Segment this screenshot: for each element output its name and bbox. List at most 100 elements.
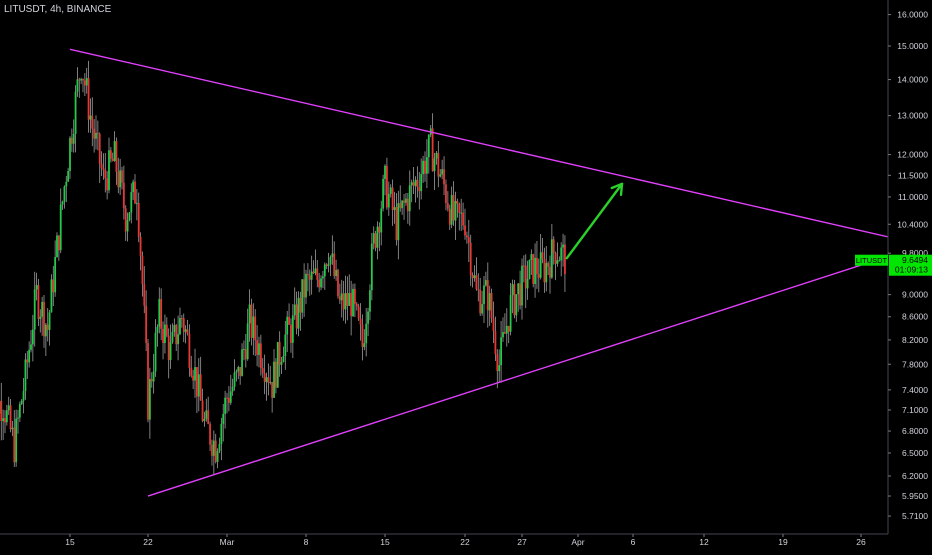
candle-body xyxy=(299,298,301,313)
candle-body xyxy=(145,306,147,343)
candle-body xyxy=(532,254,534,284)
candle-body xyxy=(358,306,360,318)
candle-body xyxy=(506,326,508,334)
candle-body xyxy=(346,293,348,306)
candle-body xyxy=(160,299,162,329)
candle-body xyxy=(228,398,230,403)
candle-body xyxy=(519,283,521,305)
candle-body xyxy=(0,401,2,421)
candle-body xyxy=(320,278,322,287)
candle-body xyxy=(515,294,517,315)
candle-body xyxy=(158,299,160,327)
candle-body xyxy=(13,428,15,462)
candle-body xyxy=(538,274,540,278)
price-tick-label: 16.0000 xyxy=(897,10,928,20)
price-tick-label: 8.2000 xyxy=(902,335,928,345)
candle-body xyxy=(247,323,249,359)
time-tick-label: 15 xyxy=(380,537,390,547)
candle-body xyxy=(26,360,28,363)
candle-body xyxy=(136,203,138,204)
candle-body xyxy=(230,391,232,402)
candle-body xyxy=(426,157,428,174)
candle-body xyxy=(460,213,462,214)
candle-body xyxy=(464,225,466,235)
candle-body xyxy=(447,203,449,209)
time-axis-background[interactable] xyxy=(0,534,888,550)
candle-body xyxy=(51,279,53,312)
candle-body xyxy=(418,187,420,191)
candle-body xyxy=(190,368,192,376)
candle-body xyxy=(138,203,140,237)
candle-body xyxy=(504,332,506,334)
candle-body xyxy=(560,248,562,261)
candle-body xyxy=(258,343,260,355)
candle-body xyxy=(43,302,45,336)
candle-body xyxy=(132,182,134,192)
candle-body xyxy=(305,274,307,298)
candle-body xyxy=(328,264,330,266)
candle-body xyxy=(403,201,405,203)
candle-body xyxy=(12,428,14,429)
candle-body xyxy=(93,129,95,139)
price-tick-label: 13.0000 xyxy=(897,111,928,121)
candle-body xyxy=(179,318,181,334)
candle-body xyxy=(8,405,10,410)
candle-body xyxy=(322,276,324,278)
candle-body xyxy=(415,180,417,186)
candle-body xyxy=(125,208,127,231)
candle-body xyxy=(453,195,455,220)
candle-body xyxy=(17,418,19,419)
candle-body xyxy=(477,289,479,290)
candle-body xyxy=(198,374,200,396)
candle-body xyxy=(279,342,281,365)
candle-body xyxy=(455,201,457,221)
symbol-title: LITUSDT, 4h, BINANCE xyxy=(4,4,111,15)
candle-body xyxy=(168,336,170,360)
candle-body xyxy=(232,387,234,392)
candle-body xyxy=(313,272,315,274)
candle-body xyxy=(527,279,529,289)
price-tick-label: 6.5000 xyxy=(902,448,928,458)
candle-body xyxy=(123,183,125,209)
candle-body xyxy=(237,367,239,371)
candle-body xyxy=(476,275,478,289)
candle-body xyxy=(281,362,283,365)
candle-body xyxy=(485,280,487,285)
candle-body xyxy=(256,340,258,355)
candle-body xyxy=(62,202,64,205)
price-tick-label: 7.8000 xyxy=(902,359,928,369)
candle-body xyxy=(185,329,187,331)
candle-body xyxy=(39,317,41,319)
candle-body xyxy=(371,244,373,291)
candle-body xyxy=(245,349,247,359)
candle-body xyxy=(413,182,415,186)
candle-body xyxy=(333,254,335,276)
candle-body xyxy=(130,192,132,212)
candle-body xyxy=(134,182,136,204)
candle-body xyxy=(151,379,153,381)
candle-body xyxy=(220,424,222,444)
candle-body xyxy=(303,279,305,297)
candle-body xyxy=(481,304,483,313)
candle-body xyxy=(95,133,97,139)
candle-body xyxy=(495,331,497,354)
candle-body xyxy=(354,289,356,304)
price-tick-label: 8.6000 xyxy=(902,312,928,322)
candle-body xyxy=(296,305,298,329)
candle-body xyxy=(260,343,262,368)
candle-body xyxy=(375,233,377,248)
candle-body xyxy=(508,326,510,332)
candle-body xyxy=(2,418,4,421)
candle-body xyxy=(28,350,30,363)
candle-body xyxy=(67,171,69,182)
candle-body xyxy=(337,270,339,296)
candle-body xyxy=(86,78,88,85)
candle-body xyxy=(564,245,566,275)
price-tick-label: 9.0000 xyxy=(902,290,928,300)
candle-body xyxy=(388,194,390,208)
time-tick-label: 22 xyxy=(460,537,470,547)
candle-body xyxy=(365,324,367,344)
